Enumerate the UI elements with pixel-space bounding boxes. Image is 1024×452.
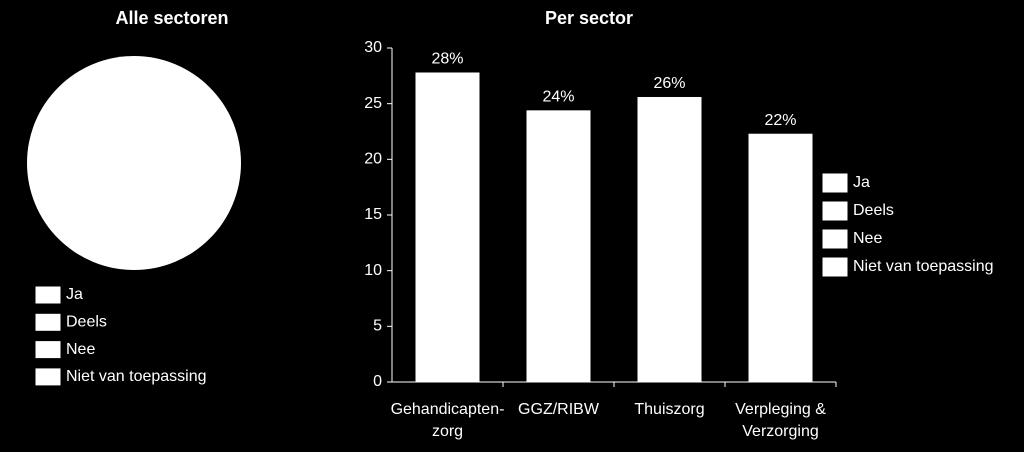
x-tick-label: Verpleging & Verzorging: [735, 401, 826, 440]
y-tick-label: 25: [364, 95, 382, 112]
data-label: 24%: [542, 89, 574, 106]
legend-label: Ja: [853, 174, 870, 191]
data-label: 28%: [431, 51, 463, 68]
pie-slice: [27, 56, 241, 270]
legend-label: Nee: [853, 230, 882, 247]
y-tick-label: 15: [364, 206, 382, 223]
legend-label: Nee: [66, 341, 95, 358]
legend-swatch: [821, 200, 849, 222]
legend-swatch: [34, 367, 62, 387]
legend-swatch: [34, 340, 62, 360]
y-tick-label: 20: [364, 151, 382, 168]
data-label: 26%: [653, 75, 685, 92]
y-tick-label: 30: [364, 39, 382, 56]
bar: [526, 110, 591, 382]
legend-swatch: [34, 312, 62, 332]
legend-label: Niet van toepassing: [66, 368, 207, 385]
bar: [748, 133, 813, 382]
legend-swatch: [821, 256, 849, 278]
legend-swatch: [34, 285, 62, 305]
y-tick-label: 10: [364, 262, 382, 279]
legend-swatch: [821, 228, 849, 250]
legend-label: Ja: [66, 286, 83, 303]
x-tick-label: Thuiszorg: [634, 401, 704, 418]
bar: [415, 72, 480, 382]
x-tick-label: Gehandicapten-zorg: [391, 401, 505, 440]
legend-label: Deels: [66, 314, 107, 331]
bar: [637, 96, 702, 382]
chart-title: Alle sectoren: [115, 8, 228, 28]
chart-title: Per sector: [545, 8, 633, 28]
x-tick-label: GGZ/RIBW: [518, 401, 600, 418]
y-tick-label: 5: [373, 318, 382, 335]
legend-swatch: [821, 172, 849, 194]
y-tick-label: 0: [373, 373, 382, 390]
legend-label: Niet van toepassing: [853, 258, 994, 275]
legend-label: Deels: [853, 202, 894, 219]
data-label: 22%: [764, 112, 796, 129]
